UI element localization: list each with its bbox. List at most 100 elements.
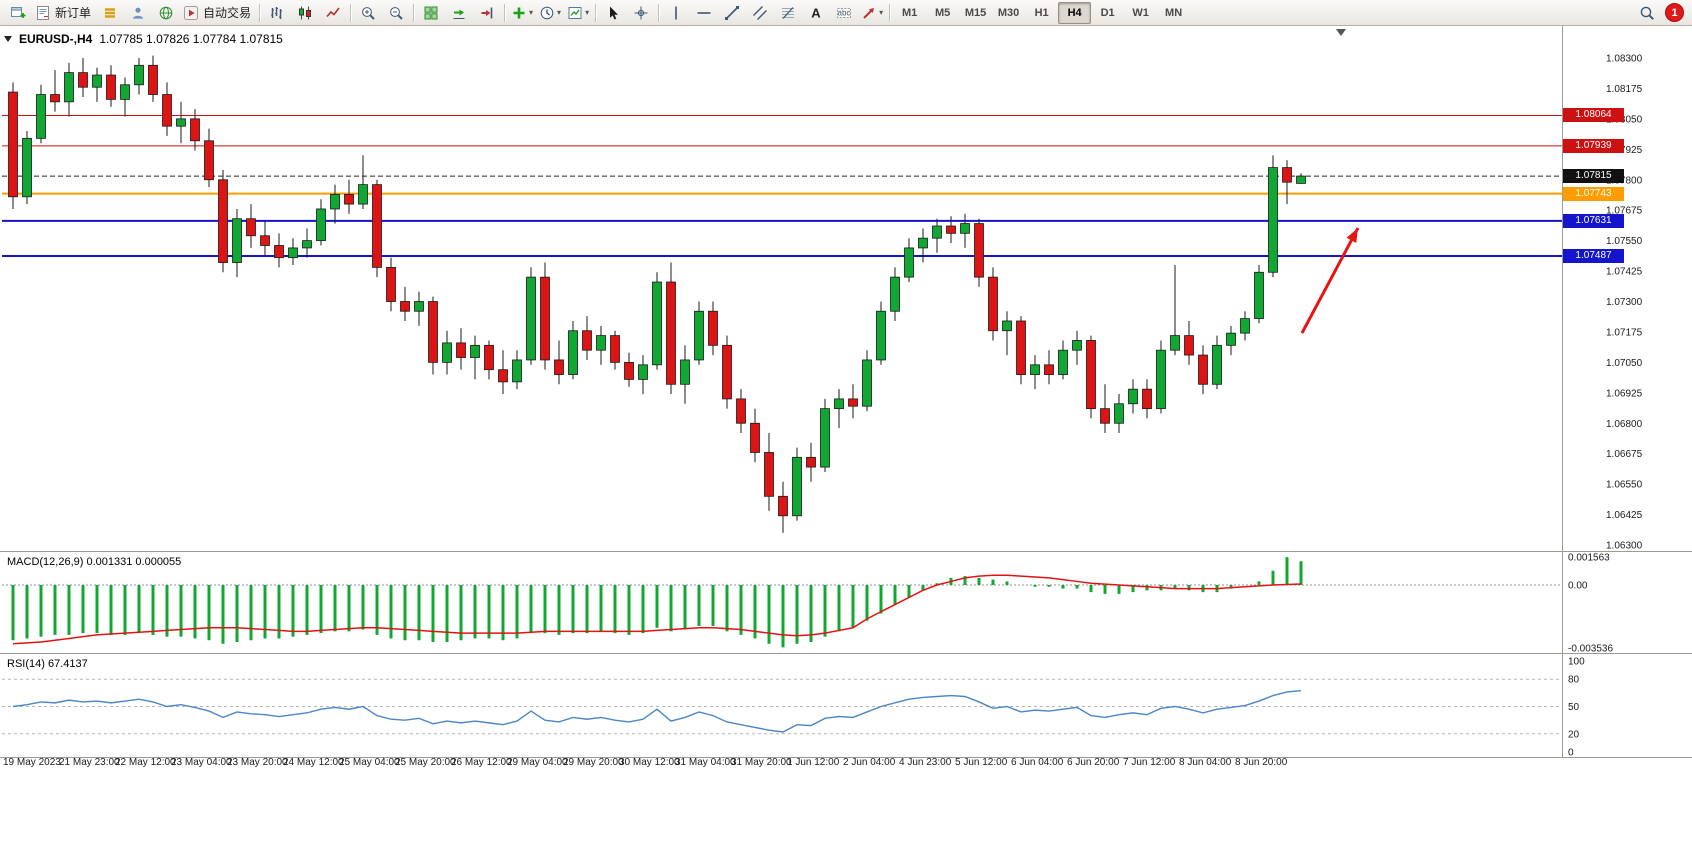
line-chart-button[interactable] [319, 1, 347, 25]
candles [8, 55, 1306, 533]
price-axis-label: 1.07675 [1606, 206, 1643, 217]
timeframe-mn[interactable]: MN [1165, 6, 1183, 19]
channel-icon [752, 5, 768, 21]
cursor-icon [605, 5, 621, 21]
price-axis-label: 1.07800 [1606, 175, 1643, 186]
toolbar-separator [504, 3, 506, 22]
price-axis[interactable]: 1.08300 1.08175 1.08050 1.07925 1.07800 1.076… [1606, 54, 1643, 552]
time-axis-label: 4 Jun 23:00 [899, 757, 952, 768]
trendline-button[interactable] [718, 1, 746, 25]
chevron-down-icon: ▾ [557, 8, 562, 17]
toolbar-separator [889, 3, 891, 22]
vertical-line-button[interactable] [662, 1, 690, 25]
candles-icon [297, 5, 313, 21]
time-axis-label: 21 May 23:00 [59, 757, 120, 768]
zoom-in-button[interactable] [354, 1, 382, 25]
macd-axis-label: -0.003536 [1568, 644, 1613, 655]
templates-button[interactable]: ▾ [564, 1, 592, 25]
timeframe-m1[interactable]: M1 [901, 6, 918, 19]
zoom-out-button[interactable] [382, 1, 410, 25]
auto-scroll-button[interactable] [445, 1, 473, 25]
timeframe-m5[interactable]: M5 [934, 6, 951, 19]
chart-title-ohlc: 1.07785 1.07826 1.07784 1.07815 [99, 32, 283, 46]
fibo-icon [780, 5, 796, 21]
svg-text:A: A [811, 5, 821, 20]
macd-axis: 0.001563 0.00 -0.003536 [1568, 553, 1613, 655]
indicators-button[interactable]: ▾ [508, 1, 536, 25]
chart-shift-button[interactable] [473, 1, 501, 25]
horizontal-line-button[interactable] [690, 1, 718, 25]
search-icon [1640, 6, 1654, 20]
toolbar-separator [595, 3, 597, 22]
market-depth-button[interactable] [96, 1, 124, 25]
timeframe-h1[interactable]: H1 [1034, 6, 1049, 19]
auto-trading-button-label: 自动交易 [203, 6, 252, 20]
macd-axis-label: 0.00 [1568, 581, 1588, 592]
arrows-button[interactable]: ▾ [858, 1, 886, 25]
tile-windows-button[interactable] [417, 1, 445, 25]
price-axis-label: 1.07925 [1606, 145, 1643, 156]
notifications-button[interactable]: 1 [1665, 3, 1684, 22]
auto-trading-button[interactable]: 自动交易 [180, 1, 256, 25]
timeframe-h4[interactable]: H4 [1058, 1, 1092, 24]
trend-arrow-head [1346, 228, 1358, 243]
rsi-axis-label: 80 [1568, 675, 1580, 686]
toolbar-separator [658, 3, 660, 22]
price-axis-label: 1.08175 [1606, 84, 1643, 95]
profile-button[interactable] [124, 1, 152, 25]
timeframe-m15[interactable]: M15 [964, 6, 987, 19]
time-axis-label: 30 May 12:00 [619, 757, 680, 768]
channel-button[interactable] [746, 1, 774, 25]
trend-arrow[interactable] [1300, 227, 1360, 334]
price-axis-label: 1.07050 [1606, 358, 1643, 369]
new-order-button[interactable]: 新订单 [32, 1, 96, 25]
price-axis-label: 1.07425 [1606, 267, 1643, 278]
text-button[interactable]: A [802, 1, 830, 25]
periods-button[interactable]: ▾ [536, 1, 564, 25]
chart-title: EURUSD-,H4 1.07785 1.07826 1.07784 1.078… [4, 32, 283, 46]
price-axis-label: 1.07175 [1606, 327, 1643, 338]
autoscroll-icon [451, 5, 467, 21]
crosshair-icon [633, 5, 649, 21]
time-axis-label: 24 May 12:00 [283, 757, 344, 768]
timeframe-w1[interactable]: W1 [1132, 6, 1149, 19]
text-label-button[interactable]: abc [830, 1, 858, 25]
time-axis-label: 29 May 04:00 [507, 757, 568, 768]
price-axis-label: 1.07300 [1606, 297, 1643, 308]
price-axis-label: 1.08050 [1606, 114, 1643, 125]
time-axis-label: 23 May 04:00 [171, 757, 232, 768]
fibonacci-button[interactable] [774, 1, 802, 25]
price-axis-label: 1.06675 [1606, 449, 1643, 460]
rsi-axis-label: 0 [1568, 748, 1574, 759]
new-chart-button[interactable] [4, 1, 32, 25]
zoom-in-icon [360, 5, 376, 21]
price-axis-label: 1.06925 [1606, 388, 1643, 399]
time-axis-label: 29 May 20:00 [563, 757, 624, 768]
time-axis-label: 25 May 04:00 [339, 757, 400, 768]
chart-area: 1.08300 1.08175 1.08050 1.07925 1.07800 1.076… [0, 26, 1692, 841]
time-axis-label: 6 Jun 04:00 [1011, 757, 1064, 768]
chart-shift-marker[interactable] [1336, 29, 1346, 36]
cursor-button[interactable] [599, 1, 627, 25]
hline-icon [696, 5, 712, 21]
price-axis-label: 1.06300 [1606, 541, 1643, 552]
candlestick-chart-button[interactable] [291, 1, 319, 25]
chartshift-icon [479, 5, 495, 21]
texta-icon: A [808, 5, 824, 21]
crosshair-button[interactable] [627, 1, 655, 25]
one-click-trading-toggle[interactable] [4, 36, 12, 42]
macd-signal-line [12, 574, 1302, 645]
bar-chart-button[interactable] [263, 1, 291, 25]
community-button[interactable] [152, 1, 180, 25]
depth-icon [102, 5, 118, 21]
time-axis-label: 19 May 2023 [3, 757, 61, 768]
timeframe-buttons: M1 M5 M15 M30 H1 H4 D1 W1 MN [893, 1, 1190, 24]
search-button[interactable] [1633, 1, 1661, 25]
timeframe-m30[interactable]: M30 [997, 6, 1020, 19]
chart-canvas[interactable]: 1.08300 1.08175 1.08050 1.07925 1.07800 1.076… [0, 26, 1692, 841]
bars-icon [269, 5, 285, 21]
globe-icon [158, 5, 174, 21]
timeframe-d1[interactable]: D1 [1100, 6, 1115, 19]
